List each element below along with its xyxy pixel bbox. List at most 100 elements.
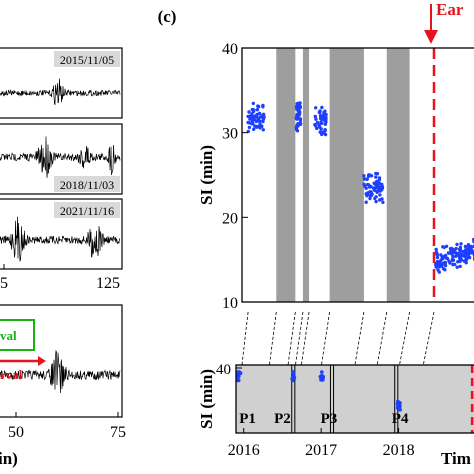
data-point — [256, 117, 261, 121]
connector-line — [354, 311, 365, 366]
data-point — [261, 103, 265, 108]
data-point — [365, 177, 369, 181]
si-lower-plot: 40 2016 2017 2018 P1 P2 P3 P4 — [216, 362, 474, 459]
data-point — [463, 248, 468, 252]
data-point — [296, 124, 300, 128]
data-point — [377, 187, 381, 191]
data-point — [466, 243, 471, 247]
left-x-axis-label: in) — [0, 449, 18, 468]
data-point — [442, 245, 446, 250]
connector-line — [287, 311, 296, 366]
data-point — [319, 127, 323, 131]
legend-green-text: val — [0, 328, 17, 343]
data-point — [435, 255, 440, 260]
data-point — [435, 252, 439, 256]
si-points-lower — [235, 370, 402, 412]
y-tick-label: 30 — [222, 126, 238, 143]
date-label-3: 2021/11/16 — [60, 204, 114, 218]
period-label: P3 — [321, 411, 338, 427]
y-tick-label: 20 — [222, 210, 238, 227]
data-point — [362, 174, 366, 178]
waveform-panel-3 — [0, 198, 123, 270]
data-point — [448, 247, 453, 251]
data-point — [257, 104, 261, 109]
waveform-panel-4 — [0, 304, 123, 418]
date-label-bg-3 — [54, 202, 120, 218]
data-point — [455, 253, 460, 257]
data-point — [375, 189, 379, 193]
data-point — [368, 196, 372, 201]
data-point — [460, 253, 464, 257]
data-point — [451, 262, 455, 267]
data-point — [236, 370, 240, 374]
data-point — [318, 109, 322, 113]
data-point — [463, 244, 468, 249]
waveform-trace-3 — [0, 216, 121, 263]
shaded-interval — [386, 48, 410, 302]
shaded-interval — [276, 48, 296, 302]
data-point — [324, 112, 328, 117]
date-label-bg-1 — [54, 51, 120, 67]
data-point — [314, 106, 318, 110]
waveform-panel-2 — [0, 123, 123, 195]
legend-red-text: rval — [0, 367, 23, 382]
earthquake-arrow-head — [424, 30, 438, 44]
data-point — [369, 184, 373, 189]
data-point — [248, 117, 252, 121]
data-point — [454, 246, 458, 251]
data-point — [323, 122, 328, 127]
data-point — [253, 124, 257, 128]
si-upper-plot: 10 20 30 40 — [222, 41, 474, 312]
data-point — [380, 182, 384, 187]
y-ticks: 10 20 30 40 — [222, 41, 248, 312]
data-point — [364, 186, 368, 190]
data-point — [313, 123, 317, 127]
data-point — [396, 401, 401, 405]
data-point — [318, 114, 323, 118]
data-point — [235, 377, 240, 381]
data-point — [292, 374, 296, 379]
data-point — [441, 267, 446, 271]
data-point — [451, 254, 455, 259]
y-tick-label: 40 — [222, 41, 238, 58]
data-point — [322, 131, 326, 135]
connector-line — [301, 311, 310, 366]
waveform-panel-1 — [0, 47, 123, 119]
data-point — [458, 256, 463, 260]
connector-line — [269, 311, 277, 366]
data-point — [380, 197, 384, 201]
period-labels: P1 P2 P3 P4 — [239, 411, 409, 427]
data-point — [371, 186, 376, 190]
zoom-connectors — [241, 311, 435, 366]
data-point — [298, 117, 303, 121]
upper-y-axis-label: SI (min) — [197, 145, 216, 205]
data-point — [455, 265, 459, 269]
data-point — [258, 124, 262, 129]
data-point — [315, 126, 319, 131]
lower-plot-frame — [235, 364, 474, 434]
data-point — [397, 405, 401, 410]
data-point — [297, 102, 302, 107]
x-axis-label: Tim — [441, 449, 471, 468]
legend-green-box — [0, 319, 35, 351]
data-point — [373, 196, 377, 201]
panel-label: (c) — [158, 7, 177, 26]
data-point — [378, 193, 382, 197]
data-point — [321, 116, 325, 121]
date-label-bg-2 — [54, 176, 120, 192]
lower-y-axis-label: SI (min) — [197, 369, 216, 429]
tick-label-upper-right: 125 — [96, 275, 120, 292]
data-point — [295, 129, 300, 133]
data-point — [319, 378, 323, 382]
data-point — [247, 110, 251, 114]
earthquake-annotation: Ear — [436, 0, 464, 19]
date-label-1: 2015/11/05 — [60, 53, 114, 67]
data-point — [466, 251, 470, 255]
data-point — [320, 105, 324, 110]
data-point — [381, 200, 385, 204]
connector-line — [321, 311, 331, 366]
data-point — [443, 263, 448, 268]
data-point — [469, 244, 473, 249]
date-label-2: 2018/11/03 — [60, 178, 114, 192]
